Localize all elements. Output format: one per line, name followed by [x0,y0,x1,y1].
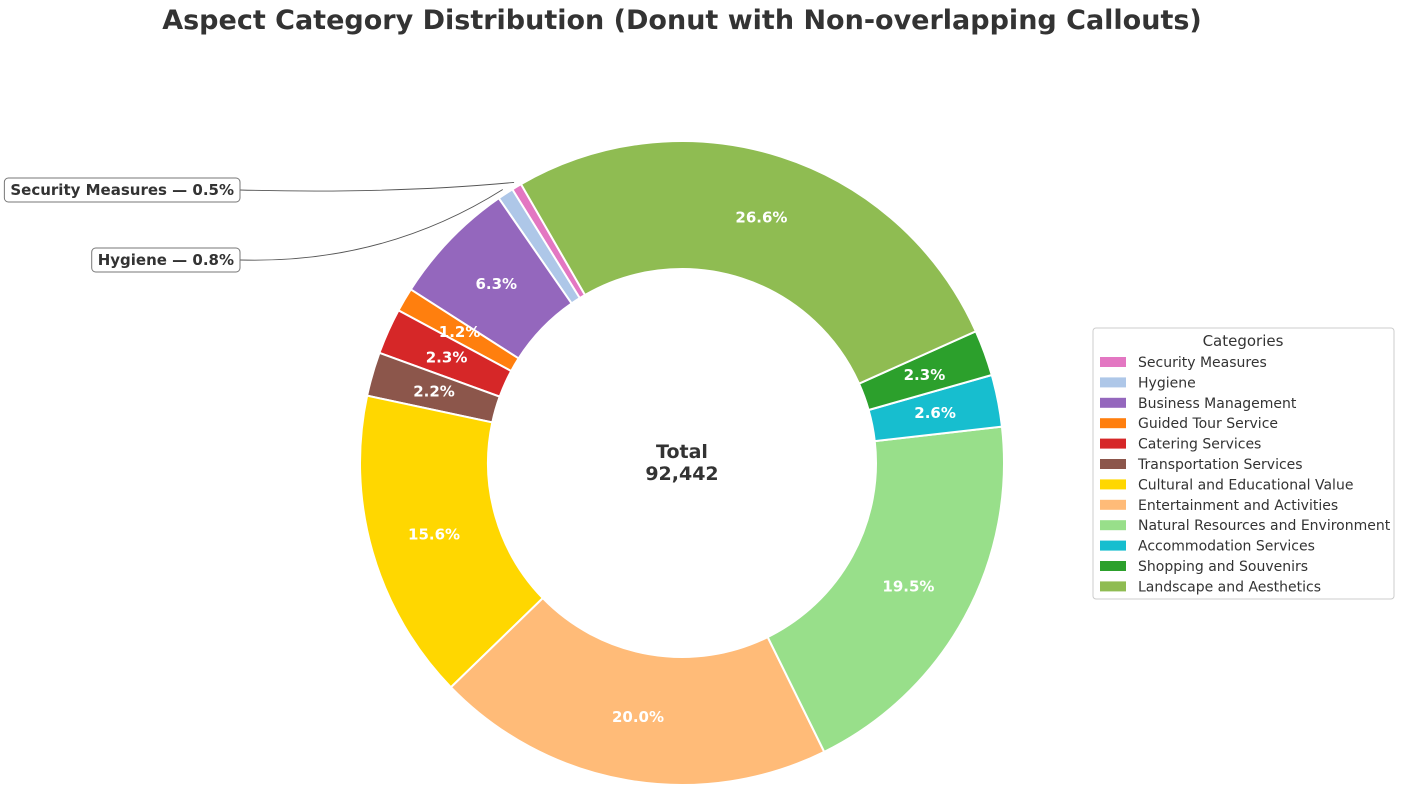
legend-label-shopping-and-souvenirs: Shopping and Souvenirs [1138,559,1308,575]
slice-natural-resources-and-environment [766,425,1005,754]
legend-label-hygiene: Hygiene [1138,375,1196,391]
callout-box-security-measures [3,177,241,203]
legend-swatch-security-measures [1100,357,1126,367]
pct-label-guided-tour-service: 1.2% [439,323,481,341]
legend-label-landscape-and-aesthetics: Landscape and Aesthetics [1138,579,1321,595]
pct-label-accommodation-services: 2.6% [914,404,956,422]
callouts: Security Measures — 0.5% Hygiene — 0.8% [3,177,515,273]
pct-label-shopping-and-souvenirs: 2.3% [904,366,946,384]
legend-swatch-landscape-and-aesthetics [1100,581,1126,592]
legend-swatch-entertainment-and-activities [1100,499,1126,510]
legend-label-transportation-services: Transportation Services [1137,457,1303,473]
legend-swatch-business-management [1100,397,1126,408]
pct-label-cultural-and-educational-value: 15.6% [408,525,460,543]
donut-slices [359,140,1005,786]
legend-swatch-hygiene [1100,377,1126,388]
legend-label-accommodation-services: Accommodation Services [1138,539,1315,555]
legend-swatch-shopping-and-souvenirs [1100,561,1126,571]
center-total-value: 92,442 [645,463,718,485]
pct-label-business-management: 6.3% [475,275,517,293]
legend-label-security-measures: Security Measures [1138,355,1267,371]
pct-label-natural-resources-and-environment: 19.5% [882,578,934,596]
callout-line-hygiene [239,189,503,261]
legend: Categories Security Measures Hygiene Busin… [1092,327,1395,600]
chart-title: Aspect Category Distribution (Donut with… [162,5,1202,36]
legend-swatch-transportation-services [1100,459,1126,469]
pct-label-entertainment-and-activities: 20.0% [612,708,664,726]
legend-swatch-accommodation-services [1100,540,1126,551]
legend-swatch-guided-tour-service [1100,418,1126,429]
pct-label-catering-services: 2.3% [426,348,468,366]
legend-items: Security Measures Hygiene Business Managem… [1100,355,1391,595]
legend-box [1092,327,1395,600]
callout-text-security-measures: Security Measures — 0.5% [10,181,234,199]
center-total-title: Total [656,441,708,463]
legend-label-cultural-and-educational-value: Cultural and Educational Value [1138,477,1353,493]
legend-label-guided-tour-service: Guided Tour Service [1138,416,1278,432]
legend-title: Categories [1203,332,1284,350]
legend-label-natural-resources-and-environment: Natural Resources and Environment [1138,518,1391,534]
percent-labels: 6.3% 1.2% 2.3% 2.2% 15.6% 20.0% 19.5% 2.6% 2.3% 2… [408,209,956,727]
legend-swatch-cultural-and-educational-value [1100,479,1126,490]
pct-label-landscape-and-aesthetics: 26.6% [735,209,787,227]
slice-cultural-and-educational-value [359,394,545,689]
legend-label-catering-services: Catering Services [1138,437,1261,453]
callout-box-hygiene [91,247,241,273]
legend-label-entertainment-and-activities: Entertainment and Activities [1138,498,1338,514]
callout-text-hygiene: Hygiene — 0.8% [98,251,234,269]
legend-swatch-natural-resources-and-environment [1100,520,1126,531]
legend-label-business-management: Business Management [1138,396,1297,412]
callout-line-security-measures [239,181,515,192]
legend-swatch-catering-services [1100,438,1126,449]
slice-entertainment-and-activities [449,596,826,786]
pct-label-transportation-services: 2.2% [413,383,455,401]
slice-landscape-and-aesthetics [519,140,978,385]
